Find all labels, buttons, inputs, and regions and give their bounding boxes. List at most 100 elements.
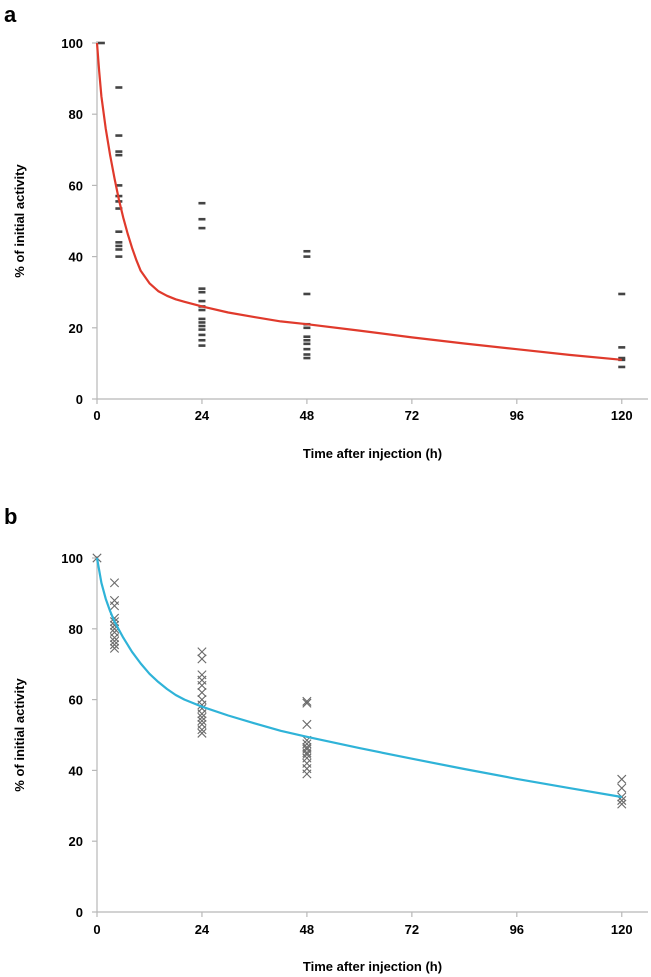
data-point [302,749,312,760]
data-point [109,578,120,588]
data-point [302,769,312,779]
x-tick-label: 0 [93,922,100,937]
panel-letter: b [4,504,17,529]
data-point [115,241,123,244]
data-point [618,346,626,349]
data-point [115,255,123,258]
data-point [115,153,123,157]
fit-curve [95,557,622,799]
x-tick-label: 48 [300,922,314,937]
data-point [303,249,311,253]
panel-b-marks: 0 20 40 60 80 100 0 24 48 72 96 120 Time after injec… [12,551,648,974]
y-tick-label: 40 [69,763,83,778]
data-point [303,353,311,356]
data-point [115,207,123,210]
data-point [618,292,626,296]
data-point [303,326,311,330]
data-point [198,324,206,328]
data-point [198,226,206,230]
data-point [109,601,120,611]
data-point [303,342,311,346]
data-point [618,365,626,369]
data-point [197,647,207,657]
data-point [115,184,123,187]
data-point [115,150,123,153]
y-tick-label: 20 [69,321,83,336]
panel-a: a 0 20 40 60 80 100 0 24 48 72 96 120 Time after inj… [4,2,648,461]
panel-a-marks: 0 20 40 60 80 100 0 24 48 72 96 120 Time after injec… [12,36,648,461]
data-point [198,338,206,342]
panel-b: b 0 20 40 60 80 100 0 24 48 72 96 120 Time after inj… [4,504,648,974]
data-point [303,356,311,360]
data-point [197,680,207,691]
data-point [303,255,311,258]
data-point [115,134,123,137]
y-tick-label: 20 [69,834,83,849]
data-point [198,321,206,324]
data-point [617,799,627,809]
data-point [197,725,207,735]
x-tick-label: 120 [611,922,633,937]
y-tick-label: 80 [69,622,83,637]
x-tick-label: 0 [93,408,100,423]
data-point [197,687,207,698]
data-point [109,640,120,650]
x-axis-title: Time after injection (h) [303,959,442,974]
y-axis-title: % of initial activity [12,678,27,792]
y-tick-label: 80 [69,107,83,122]
data-point [198,308,206,312]
data-point [109,636,120,646]
x-tick-label: 72 [405,408,419,423]
data-point [198,333,206,337]
data-point [198,344,206,347]
data-point [303,335,311,338]
data-point [197,709,207,719]
y-tick-label: 60 [69,178,83,193]
data-point [198,317,206,321]
data-point [115,230,123,233]
x-tick-label: 72 [405,922,419,937]
data-point [198,287,206,290]
data-point [109,643,120,653]
data-point [303,338,311,342]
data-point [115,248,123,251]
y-tick-label: 40 [69,250,83,265]
data-point [109,633,120,643]
x-tick-label: 24 [195,922,210,937]
data-point [617,795,627,806]
data-point [197,654,207,664]
x-axis-title: Time after injection (h) [303,446,442,461]
y-tick-label: 0 [76,905,83,920]
data-point [198,328,206,331]
x-tick-label: 24 [195,408,210,423]
data-point [198,299,206,303]
data-point [303,292,311,296]
y-tick-label: 100 [61,551,83,566]
x-tick-label: 48 [300,408,314,423]
fit-curve [95,42,622,361]
data-point [197,712,207,722]
y-tick-label: 60 [69,693,83,708]
data-point [302,696,312,706]
data-point [198,290,206,294]
data-point [617,774,627,784]
x-tick-label: 96 [510,922,524,937]
data-point [303,347,311,351]
data-point [302,698,312,708]
data-point [618,356,626,360]
y-axis-title: % of initial activity [12,164,27,278]
y-tick-label: 0 [76,392,83,407]
x-tick-label: 96 [510,408,524,423]
data-point [97,41,105,45]
y-tick-label: 100 [61,36,83,51]
data-point [198,201,206,205]
data-point [197,728,207,738]
x-tick-label: 120 [611,408,633,423]
data-point [302,719,312,729]
data-point [197,716,207,726]
data-point [198,217,206,221]
data-point [617,783,627,793]
panel-letter: a [4,2,17,27]
data-point [115,244,123,248]
